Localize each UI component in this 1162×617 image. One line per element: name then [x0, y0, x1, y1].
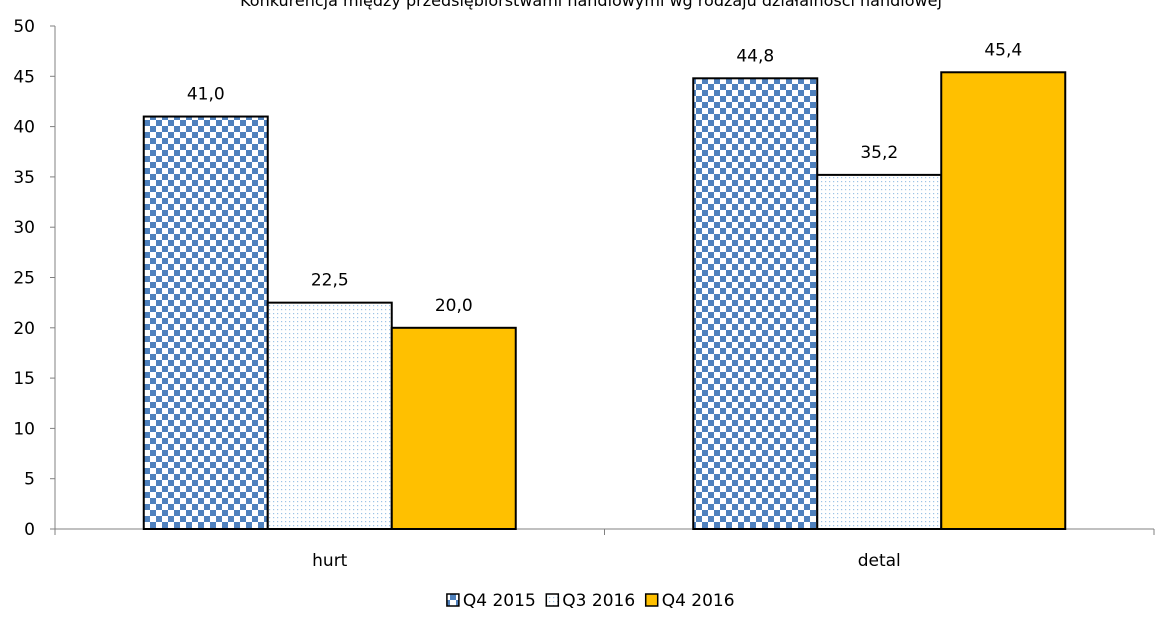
- data-label: 22,5: [311, 271, 349, 291]
- legend-label: Q4 2016: [662, 591, 735, 611]
- data-label: 35,2: [860, 143, 898, 163]
- bar-detal-q4-2015: [692, 77, 819, 530]
- bar-hurt-q4-2015: [142, 115, 269, 530]
- x-category-label: hurt: [312, 551, 348, 571]
- y-tick-label: 30: [13, 218, 35, 238]
- chart-title: Konkurencja między przedsiębiorstwami ha…: [240, 0, 942, 10]
- data-labels: 41,0 22,5 20,0 44,8 35,2 45,4: [187, 40, 1022, 316]
- bar-detal-q4-2016: [940, 71, 1067, 530]
- legend-label: Q3 2016: [562, 591, 635, 611]
- y-tick-label: 35: [13, 168, 35, 188]
- bar-detal-q3-2016: [816, 173, 943, 530]
- y-tick-label: 50: [13, 17, 35, 37]
- y-tick-label: 25: [13, 269, 35, 289]
- y-tick-label: 10: [13, 419, 35, 439]
- legend-swatch: [644, 593, 659, 607]
- x-category-label: detal: [858, 551, 901, 571]
- legend-swatch: [446, 593, 460, 607]
- y-tick-label: 20: [13, 319, 35, 339]
- legend: Q4 2015 Q3 2016 Q4 2016: [446, 591, 735, 611]
- legend-label: Q4 2015: [463, 591, 536, 611]
- bar-hurt-q3-2016: [266, 301, 393, 530]
- bars: [142, 71, 1067, 530]
- data-label: 44,8: [736, 46, 774, 66]
- data-label: 45,4: [984, 40, 1022, 60]
- y-tick-label: 40: [13, 118, 35, 138]
- y-tick-label: 5: [24, 470, 35, 490]
- y-tick-label: 45: [13, 67, 35, 87]
- bar-hurt-q4-2016: [390, 326, 517, 530]
- data-label: 20,0: [435, 296, 473, 316]
- y-tick-label: 15: [13, 369, 35, 389]
- legend-swatch: [545, 593, 560, 607]
- y-tick-label: 0: [24, 520, 35, 540]
- data-label: 41,0: [187, 85, 225, 105]
